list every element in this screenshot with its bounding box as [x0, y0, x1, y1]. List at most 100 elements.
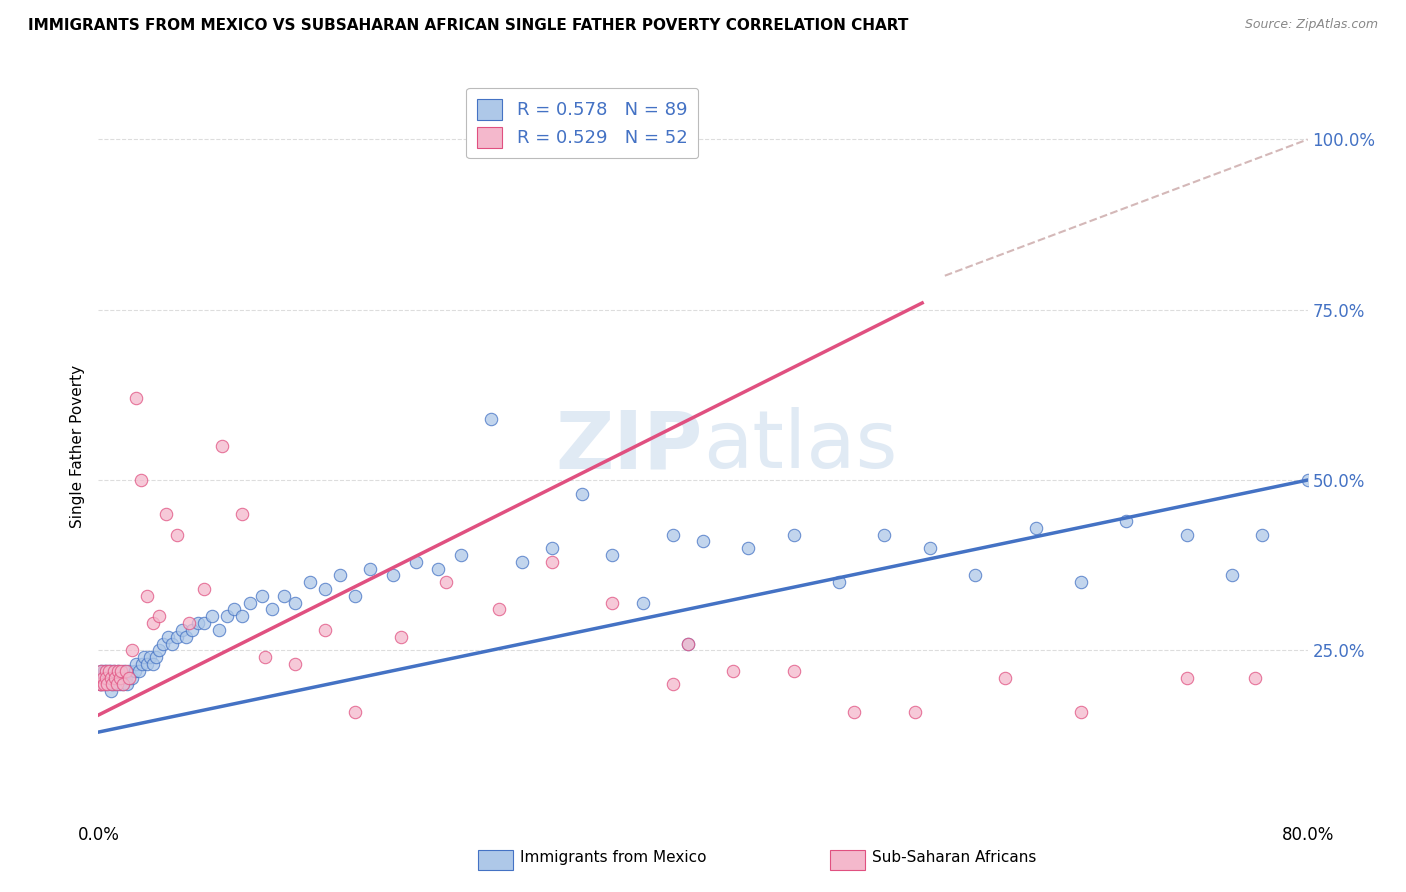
Point — [1175, 527, 1198, 541]
Text: atlas: atlas — [703, 407, 897, 485]
Point — [91, 677, 114, 691]
Point — [90, 664, 112, 678]
Point — [540, 541, 562, 556]
Point — [450, 548, 472, 562]
Point — [94, 664, 117, 678]
Point — [135, 589, 157, 603]
Point — [125, 657, 148, 671]
Point — [90, 677, 112, 691]
Point — [114, 664, 136, 678]
Point — [98, 664, 121, 678]
Point — [111, 677, 134, 691]
Point — [231, 609, 253, 624]
Point — [104, 677, 127, 691]
Point — [94, 671, 117, 685]
Point — [108, 671, 131, 685]
Point — [179, 616, 201, 631]
Point — [965, 568, 987, 582]
Point — [1296, 473, 1319, 487]
Point — [231, 507, 253, 521]
Point — [94, 664, 117, 678]
Point — [1115, 514, 1137, 528]
Point — [100, 671, 122, 685]
Legend: R = 0.578   N = 89, R = 0.529   N = 52: R = 0.578 N = 89, R = 0.529 N = 52 — [465, 88, 699, 159]
Point — [124, 664, 146, 678]
Point — [602, 548, 624, 562]
Point — [93, 671, 115, 685]
Point — [273, 589, 295, 603]
Point — [128, 664, 150, 678]
Point — [155, 507, 177, 521]
Point — [571, 486, 593, 500]
Point — [1024, 521, 1046, 535]
Point — [107, 664, 129, 678]
Point — [783, 527, 806, 541]
Point — [828, 575, 851, 590]
Point — [873, 527, 896, 541]
Text: Sub-Saharan Africans: Sub-Saharan Africans — [872, 850, 1036, 865]
Point — [108, 677, 131, 691]
Point — [692, 534, 714, 549]
Point — [148, 609, 170, 624]
Point — [98, 671, 121, 685]
Point — [118, 671, 141, 685]
Point — [93, 677, 115, 691]
Point — [1070, 705, 1092, 719]
Point — [93, 664, 115, 678]
Point — [89, 677, 111, 691]
Point — [382, 568, 405, 582]
Point — [94, 677, 117, 691]
Point — [142, 657, 165, 671]
Point — [844, 705, 866, 719]
Point — [314, 623, 336, 637]
Point — [211, 439, 233, 453]
Point — [100, 684, 122, 698]
Point — [344, 705, 367, 719]
Point — [103, 671, 125, 685]
Point — [101, 677, 124, 691]
Point — [918, 541, 941, 556]
Point — [110, 664, 132, 678]
Point — [510, 555, 533, 569]
Point — [132, 650, 155, 665]
Point — [344, 589, 367, 603]
Point — [104, 671, 127, 685]
Text: ZIP: ZIP — [555, 407, 703, 485]
Point — [187, 616, 209, 631]
Point — [661, 527, 683, 541]
Point — [135, 657, 157, 671]
Point — [201, 609, 224, 624]
Point — [676, 636, 699, 650]
Point — [284, 657, 307, 671]
Point — [162, 636, 184, 650]
Point — [481, 411, 503, 425]
Point — [96, 671, 118, 685]
Point — [129, 473, 152, 487]
Point — [145, 650, 167, 665]
Point — [1070, 575, 1092, 590]
Point — [193, 582, 215, 596]
Point — [125, 392, 148, 406]
Point — [224, 602, 246, 616]
Point — [181, 623, 204, 637]
Point — [103, 664, 125, 678]
Point — [676, 636, 699, 650]
Point — [103, 664, 125, 678]
Point — [783, 664, 806, 678]
Point — [193, 616, 215, 631]
Point — [284, 596, 307, 610]
Point — [389, 630, 412, 644]
Point — [540, 555, 562, 569]
Point — [1312, 132, 1334, 146]
Point — [1243, 671, 1265, 685]
Point — [90, 664, 112, 678]
Point — [110, 671, 132, 685]
Point — [208, 623, 231, 637]
Point — [262, 602, 284, 616]
Text: Immigrants from Mexico: Immigrants from Mexico — [520, 850, 707, 865]
Point — [112, 664, 135, 678]
Point — [118, 664, 141, 678]
Point — [152, 636, 174, 650]
Point — [602, 596, 624, 610]
Point — [101, 677, 124, 691]
